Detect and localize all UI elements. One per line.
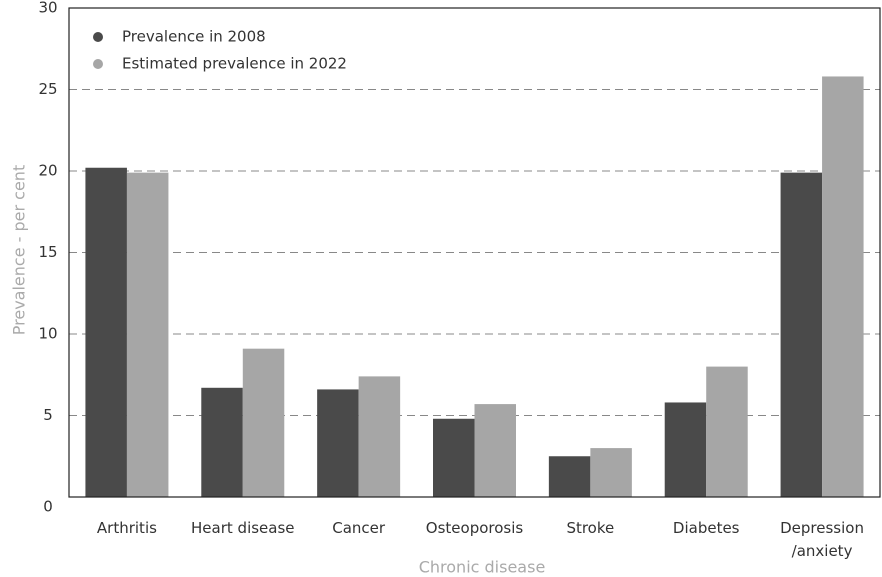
y-tick-label: 10 <box>38 325 57 343</box>
y-tick-label: 25 <box>38 80 57 98</box>
bar <box>548 456 591 497</box>
bar <box>85 167 127 498</box>
y-tick-label: 5 <box>43 406 53 424</box>
bar <box>780 172 823 497</box>
bar <box>822 76 864 498</box>
bar <box>126 172 169 497</box>
bar <box>706 366 748 497</box>
bar <box>664 402 707 497</box>
bar <box>433 418 475 497</box>
y-tick-label: 20 <box>38 162 57 180</box>
bar <box>317 389 359 497</box>
x-tick-label: Cancer <box>332 519 386 537</box>
legend-marker <box>93 59 103 69</box>
y-tick-label: 30 <box>38 0 57 17</box>
x-tick-label: Heart disease <box>191 519 295 537</box>
plot-frame <box>68 7 881 498</box>
x-tick-label: Stroke <box>566 519 615 537</box>
x-tick-label: Depression /anxiety <box>780 519 864 560</box>
legend-label: Estimated prevalence in 2022 <box>122 55 347 73</box>
y-tick-label: 0 <box>43 498 53 516</box>
x-tick-label: Arthritis <box>96 519 157 537</box>
y-tick-label: 15 <box>38 243 57 261</box>
bar <box>242 348 285 497</box>
x-tick-label: Osteoporosis <box>425 519 524 537</box>
bar <box>474 404 516 497</box>
y-axis-title: Prevalence - per cent <box>10 165 29 335</box>
legend-marker <box>93 32 103 42</box>
bar <box>590 448 632 497</box>
bar <box>358 376 401 497</box>
legend-label: Prevalence in 2008 <box>122 28 266 46</box>
x-tick-label: Diabetes <box>672 519 740 537</box>
x-axis-title: Chronic disease <box>419 558 546 577</box>
bar <box>201 387 243 497</box>
